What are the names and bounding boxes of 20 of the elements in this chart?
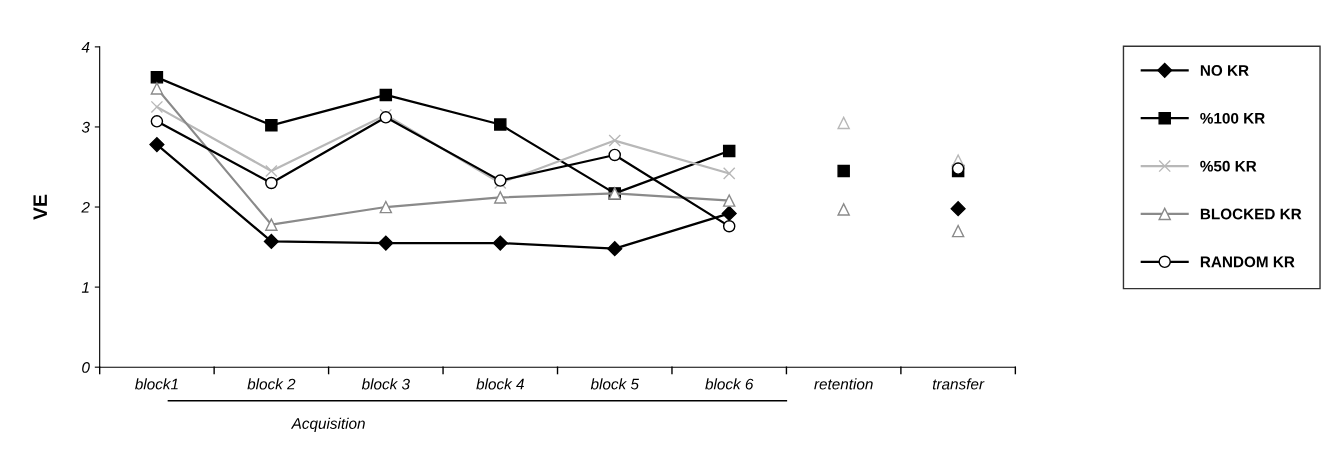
- y-axis-title: VE: [33, 194, 47, 220]
- legend-label: NO KR: [1200, 65, 1249, 76]
- legend-label: RANDOM KR: [1200, 256, 1295, 268]
- x-tick-label: retention: [814, 378, 873, 390]
- text: Acquisition: [290, 417, 365, 432]
- x-tick-label: block 2: [247, 378, 296, 390]
- legend-label: BLOCKED KR: [1200, 208, 1302, 220]
- y-tick-label: 0: [82, 362, 90, 373]
- legend-label: %100 KR: [1200, 112, 1265, 124]
- x-tick-label: block 4: [476, 378, 524, 390]
- y-tick-label: 2: [81, 201, 90, 213]
- x-tick-label: block 5: [590, 378, 639, 390]
- x-tick-label: block 6: [705, 378, 754, 390]
- legend-label: %50 KR: [1200, 160, 1257, 172]
- x-tick-label: block1: [135, 378, 178, 390]
- x-tick-label: transfer: [932, 378, 985, 390]
- y-tick-label: 4: [81, 41, 90, 53]
- y-tick-label: 3: [81, 121, 90, 133]
- y-tick-label: 1: [81, 282, 89, 293]
- x-tick-label: block 3: [361, 378, 410, 390]
